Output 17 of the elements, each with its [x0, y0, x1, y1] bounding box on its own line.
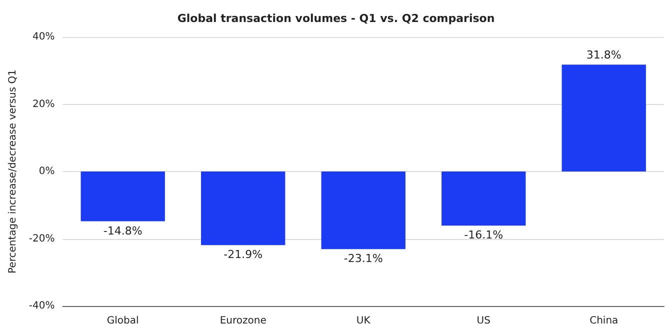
data-label: -23.1% [344, 252, 383, 266]
x-tick-label: China [590, 316, 618, 326]
y-tick-label: -20% [28, 233, 55, 244]
y-tick-label: 20% [32, 98, 55, 110]
x-tick-label: UK [356, 316, 371, 326]
x-tick-label: Global [106, 316, 139, 326]
chart-title: Global transaction volumes - Q1 vs. Q2 comparison [177, 12, 495, 25]
y-tick-label: 0% [38, 166, 55, 177]
y-tick-label: 40% [32, 32, 55, 42]
x-tick-label: US [476, 316, 490, 326]
data-label: -14.8% [103, 224, 142, 238]
data-label: -21.9% [224, 248, 263, 262]
y-tick-label: -40% [28, 300, 55, 312]
data-label: 31.8% [586, 48, 622, 62]
data-label: -16.1% [464, 228, 504, 242]
y-axis-title: Percentage increase/decrease versus Q1 [8, 69, 18, 274]
x-tick-label: Eurozone [220, 316, 266, 326]
